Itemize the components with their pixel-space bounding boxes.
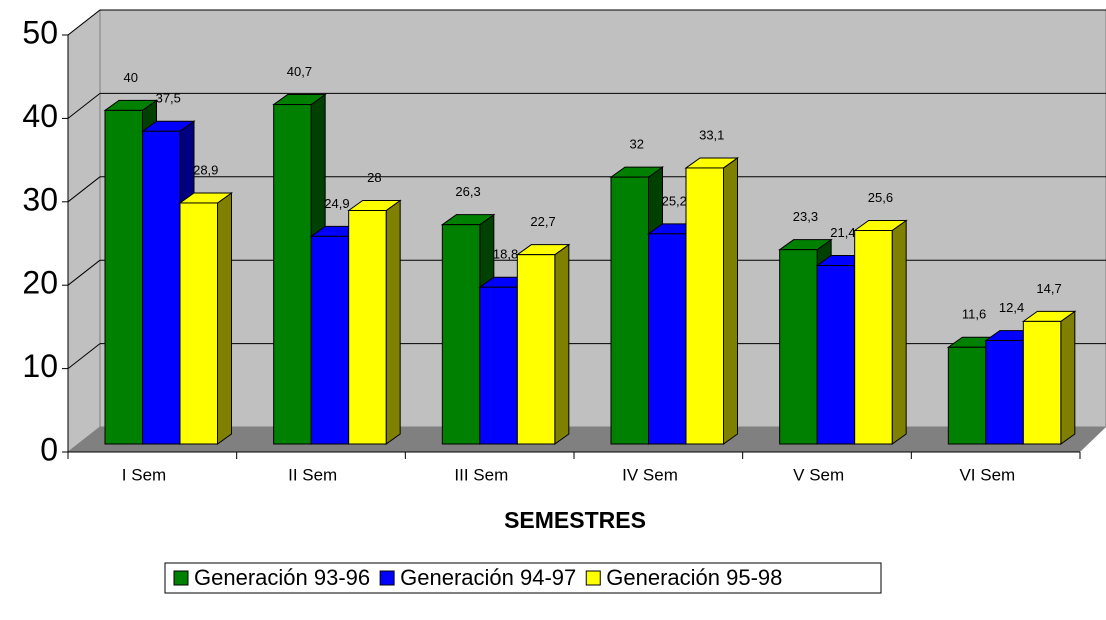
legend-swatch (379, 570, 395, 586)
x-tick-label: II Sem (288, 465, 337, 484)
bar (273, 104, 312, 445)
bar (610, 176, 649, 445)
data-label: 37,5 (156, 91, 181, 106)
bar-side (723, 156, 738, 445)
data-label: 25,2 (662, 193, 687, 208)
legend-label: Generación 95-98 (606, 565, 782, 590)
data-label: 21,4 (830, 225, 855, 240)
data-label: 28,9 (193, 162, 218, 177)
legend (164, 562, 882, 594)
side-wall (67, 8, 101, 454)
x-tick-label: III Sem (454, 465, 508, 484)
bar (441, 224, 481, 445)
data-label: 18,8 (493, 247, 518, 262)
x-tick-label: IV Sem (622, 465, 678, 484)
y-tick-label: 50 (22, 14, 58, 50)
grid-line (67, 259, 101, 286)
data-label: 24,9 (324, 196, 349, 211)
data-label: 22,7 (530, 214, 555, 229)
bar (1022, 320, 1062, 445)
grid-line (67, 176, 101, 203)
data-label: 23,3 (793, 209, 818, 224)
bar (348, 209, 387, 445)
bar (985, 340, 1024, 445)
grid-line (67, 9, 101, 36)
bar-side (554, 243, 570, 445)
legend-swatch (173, 570, 189, 586)
x-axis-title: SEMESTRES (504, 507, 646, 533)
data-label: 40 (124, 70, 138, 85)
y-tick-label: 20 (22, 265, 58, 301)
data-label: 11,6 (962, 307, 986, 322)
bar (142, 130, 181, 445)
data-label: 25,6 (868, 190, 893, 205)
data-label: 28 (367, 170, 381, 185)
bar (648, 233, 687, 445)
y-tick-label: 0 (40, 431, 58, 467)
y-tick-label: 40 (22, 98, 58, 134)
bar (179, 202, 218, 445)
legend-label: Generación 93-96 (194, 565, 370, 590)
data-label: 12,4 (999, 300, 1024, 315)
x-tick-label: V Sem (793, 465, 844, 484)
grid-line (67, 93, 101, 119)
legend-swatch (585, 570, 601, 586)
bar (816, 265, 856, 445)
grid-line (67, 343, 101, 369)
bar (854, 229, 893, 445)
y-tick-label: 30 (22, 181, 58, 217)
bar (779, 249, 818, 445)
legend-label: Generación 94-97 (400, 565, 576, 590)
bar-side (217, 192, 232, 445)
bar (516, 254, 556, 445)
y-tick-label: 10 (22, 348, 58, 384)
bar (104, 109, 143, 445)
x-tick-label: VI Sem (959, 465, 1015, 484)
bar (310, 235, 350, 445)
data-label: 14,7 (1036, 281, 1061, 296)
bar (479, 286, 518, 445)
bar-side (385, 199, 401, 445)
data-label: 40,7 (287, 64, 312, 79)
data-label: 26,3 (455, 184, 480, 199)
x-tick-label: I Sem (122, 465, 166, 484)
data-label: 32 (630, 137, 644, 152)
bar (947, 346, 987, 445)
bar (685, 167, 724, 445)
data-label: 33,1 (699, 127, 724, 142)
bar-side (1060, 310, 1076, 445)
bar-side (891, 219, 907, 445)
